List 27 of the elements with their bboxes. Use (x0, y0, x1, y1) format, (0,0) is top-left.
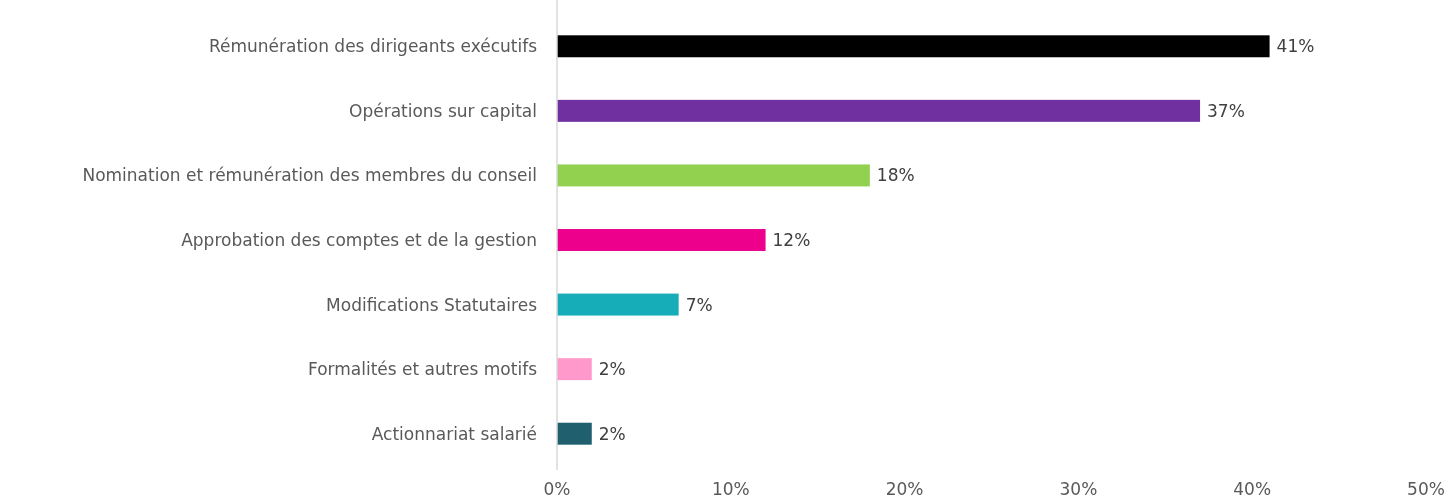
y-tick-label: Modifications Statutaires (326, 294, 538, 315)
data-label: 2% (598, 359, 626, 380)
data-label: 12% (772, 229, 811, 250)
x-tick-label: 0% (543, 479, 571, 499)
y-tick-label: Actionnariat salarié (371, 423, 537, 444)
x-tick-label: 10% (711, 479, 750, 499)
data-label: 37% (1207, 100, 1245, 121)
y-tick-label: Opérations sur capital (349, 100, 537, 121)
data-label: 18% (876, 165, 915, 186)
bar (557, 99, 1201, 122)
bar (557, 35, 1270, 58)
bar (557, 164, 870, 187)
bar (557, 422, 592, 445)
x-tick-label: 20% (885, 479, 924, 499)
data-label: 41% (1276, 36, 1315, 57)
bar (557, 229, 766, 251)
x-tick-label: 50% (1407, 479, 1445, 499)
bar (557, 358, 592, 381)
data-label: 7% (685, 294, 713, 315)
data-label: 2% (598, 423, 626, 444)
x-tick-label: 30% (1059, 479, 1098, 499)
y-tick-label: Nomination et rémunération des membres du conseil (82, 165, 537, 186)
y-tick-label: Approbation des comptes et de la gestion (181, 229, 537, 250)
y-tick-label: Rémunération des dirigeants exécutifs (208, 36, 538, 57)
x-tick-label: 40% (1233, 479, 1272, 499)
bar (557, 293, 679, 316)
y-tick-label: Formalités et autres motifs (308, 359, 538, 380)
